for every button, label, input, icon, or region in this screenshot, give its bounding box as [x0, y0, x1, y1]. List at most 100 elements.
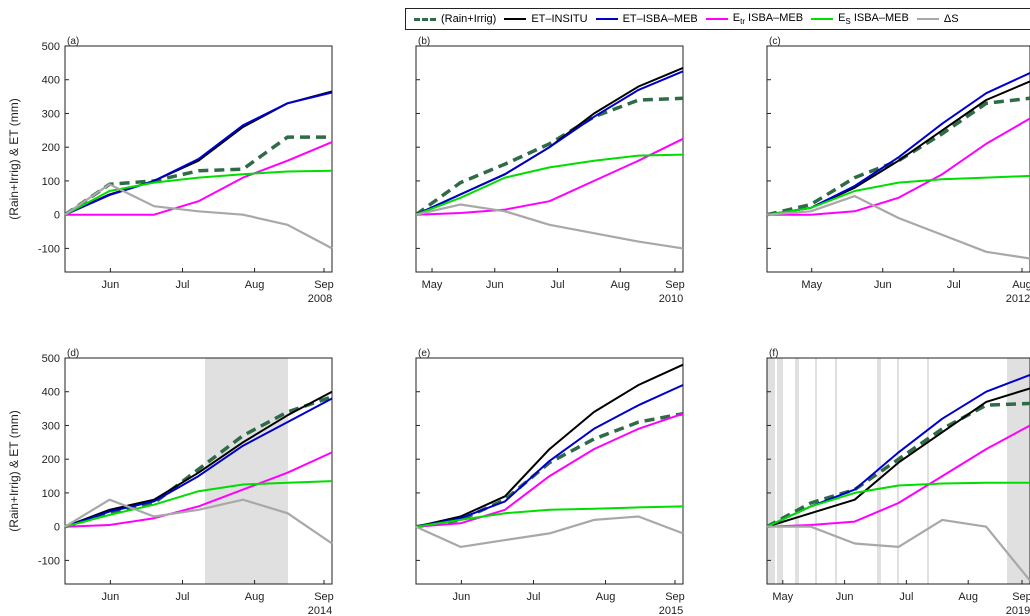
x-tick-label: Jul [526, 591, 540, 603]
x-tick-label: May [422, 279, 443, 291]
x-tick-label: Aug [596, 591, 616, 603]
x-tick-label: May [801, 279, 822, 291]
y-tick-label: 0 [54, 210, 60, 222]
legend-label: Etr ISBA–MEB [732, 11, 804, 27]
series-line [415, 203, 684, 250]
x-tick-label: Jun [486, 279, 504, 291]
series-line [64, 395, 333, 529]
series-line [766, 72, 1030, 216]
legend-entry: ΔS [916, 13, 959, 25]
series-line [415, 515, 684, 549]
legend-entry: ES ISBA–MEB [811, 12, 909, 26]
legend-label: ΔS [943, 13, 959, 25]
legend-entry: ET–ISBA–MEB [595, 13, 698, 25]
year-label: 2015 [659, 605, 683, 616]
year-label: 2010 [659, 293, 683, 305]
x-tick-label: Jul [947, 279, 961, 291]
legend: (Rain+Irrig) ET–INSITU ET–ISBA–MEB Etr ISBA… [405, 8, 1030, 30]
x-tick-label: May [772, 591, 793, 603]
legend-label: ET–INSITU [531, 13, 588, 25]
series-line [767, 518, 1030, 582]
x-tick-label: Jul [899, 591, 913, 603]
series-line [64, 498, 333, 545]
year-label: 2012 [1006, 293, 1030, 305]
series-line [64, 91, 333, 216]
series-line [415, 153, 684, 216]
series-line [415, 66, 684, 216]
legend-swatch [504, 18, 527, 20]
y-tick-label: 200 [42, 454, 60, 466]
year-label: 2008 [308, 293, 332, 305]
x-tick-label: Aug [245, 279, 265, 291]
shaded-period [767, 358, 775, 584]
x-tick-label: Aug [958, 591, 978, 603]
shaded-period [835, 358, 837, 584]
y-tick-label: 100 [42, 488, 60, 500]
legend-swatch [916, 18, 939, 20]
series-line [415, 70, 684, 216]
shaded-period [927, 358, 929, 584]
legend-entry: Etr ISBA–MEB [705, 11, 804, 27]
x-tick-label: Jul [175, 279, 189, 291]
series-line [766, 80, 1030, 216]
shaded-period [1007, 358, 1030, 584]
x-tick-label: Jun [836, 591, 854, 603]
legend-swatch [414, 17, 436, 21]
series-line [64, 390, 333, 528]
series-line [64, 397, 333, 528]
series-line [64, 183, 333, 250]
legend-swatch [705, 18, 728, 20]
year-label: 2014 [308, 605, 332, 616]
plot-frame [64, 357, 333, 585]
legend-entry: (Rain+Irrig) [414, 13, 496, 25]
series-line [415, 412, 684, 528]
panel-label: (d) [67, 348, 79, 359]
series-line [766, 424, 1030, 528]
x-tick-label: Jul [175, 591, 189, 603]
shaded-period [795, 358, 799, 584]
series-line [64, 451, 333, 528]
legend-label: ET–ISBA–MEB [622, 13, 698, 25]
x-tick-label: Aug [1012, 279, 1030, 291]
series-line [766, 195, 1030, 260]
x-tick-label: Aug [610, 279, 630, 291]
panel-label: (a) [67, 36, 79, 47]
series-line [415, 137, 684, 216]
y-tick-label: 500 [42, 353, 60, 365]
y-axis-label: (Rain+Irrig) & ET (mm) [7, 410, 21, 531]
series-line [766, 174, 1030, 216]
x-tick-label: Sep [1012, 591, 1030, 603]
x-tick-label: Sep [314, 279, 334, 291]
x-tick-label: Jun [102, 591, 120, 603]
x-tick-label: Sep [665, 591, 685, 603]
series-line [64, 135, 332, 217]
series-line [767, 117, 1030, 216]
plot-frame [415, 357, 684, 585]
y-tick-label: -100 [38, 243, 60, 255]
x-tick-label: Jun [453, 591, 471, 603]
panel-label: (c) [769, 36, 781, 47]
series-line [415, 411, 684, 529]
x-tick-label: Sep [314, 591, 334, 603]
plot-frame [766, 45, 1030, 273]
plot-frame [415, 45, 684, 273]
series-line [766, 481, 1030, 528]
y-tick-label: 400 [42, 75, 60, 87]
x-tick-label: Jun [102, 279, 120, 291]
x-tick-label: Sep [665, 279, 685, 291]
y-tick-label: 500 [42, 41, 60, 53]
x-tick-label: Jul [550, 279, 564, 291]
series-line [65, 141, 333, 216]
legend-label: ES ISBA–MEB [838, 11, 909, 27]
series-line [414, 96, 684, 217]
legend-swatch [595, 18, 618, 20]
x-tick-label: Aug [245, 591, 265, 603]
y-tick-label: 400 [42, 387, 60, 399]
y-tick-label: 300 [42, 420, 60, 432]
y-tick-label: 300 [42, 108, 60, 120]
panel-label: (e) [418, 348, 430, 359]
shaded-period [815, 358, 817, 584]
x-tick-label: Jun [874, 279, 892, 291]
series-line [766, 387, 1030, 528]
legend-label: (Rain+Irrig) [441, 13, 497, 25]
